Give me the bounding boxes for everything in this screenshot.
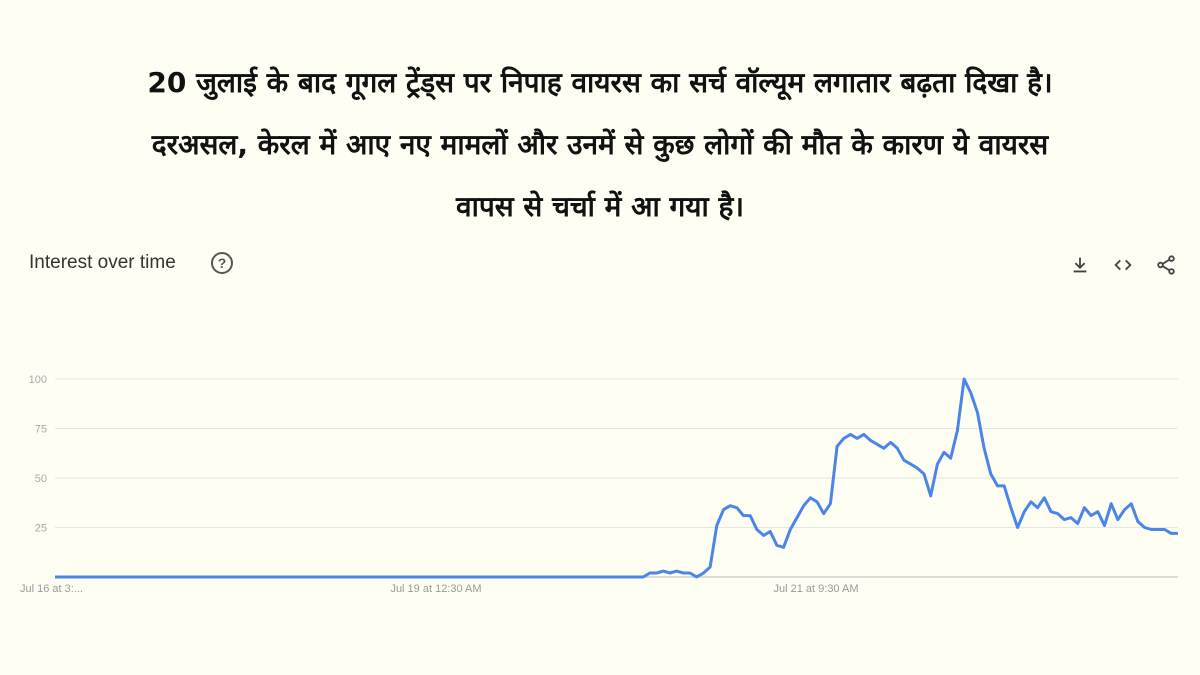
x-tick-label: Jul 16 at 3:... [20, 583, 83, 595]
download-icon[interactable] [1069, 254, 1091, 276]
share-icon[interactable] [1155, 254, 1177, 276]
y-tick-label: 100 [29, 374, 47, 386]
y-tick-label: 50 [35, 473, 47, 485]
y-tick-label: 75 [35, 424, 47, 436]
help-circle-icon[interactable]: ? [211, 252, 233, 274]
series-line [55, 377, 1178, 579]
x-tick-label: Jul 19 at 12:30 AM [390, 583, 481, 595]
headline-line: दरअसल, केरल में आए नए मामलों और उनमें से… [151, 128, 1049, 161]
embed-code-icon[interactable] [1112, 254, 1134, 276]
headline-line: 20 जुलाई के बाद गूगल ट्रेंड्स पर निपाह व… [147, 66, 1053, 99]
headline: 20 जुलाई के बाद गूगल ट्रेंड्स पर निपाह व… [0, 52, 1200, 238]
y-tick-label: 25 [35, 523, 47, 535]
x-tick-label: Jul 21 at 9:30 AM [774, 583, 859, 595]
headline-line: वापस से चर्चा में आ गया है। [456, 190, 744, 223]
chart-title: Interest over time [29, 252, 176, 273]
